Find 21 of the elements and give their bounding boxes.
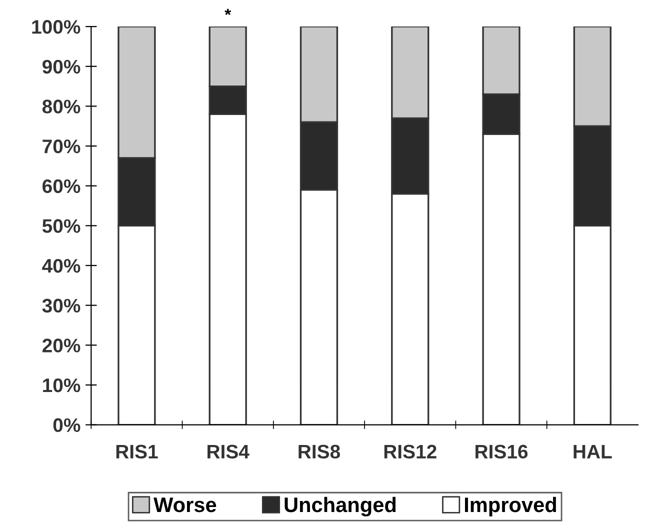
y-tick-label: 100% bbox=[32, 20, 80, 34]
y-tick-label: 20% bbox=[42, 338, 80, 352]
y-tick-label: 0% bbox=[53, 418, 80, 432]
x-tick-label: RIS1 bbox=[116, 444, 158, 459]
legend-label: Worse bbox=[154, 498, 216, 512]
x-tick-label: RIS16 bbox=[476, 444, 528, 459]
x-tick-label: RIS4 bbox=[208, 444, 250, 459]
y-tick-label: 50% bbox=[42, 219, 80, 233]
legend-label: Improved bbox=[464, 496, 556, 516]
y-tick-label: 60% bbox=[42, 179, 80, 194]
y-tick-label: 70% bbox=[42, 139, 80, 154]
y-tick-label: 90% bbox=[42, 60, 80, 74]
annotation: * bbox=[224, 8, 232, 16]
legend-label: Unchanged bbox=[284, 496, 396, 516]
y-tick-label: 30% bbox=[42, 298, 80, 313]
x-tick-label: RIS8 bbox=[298, 444, 340, 459]
x-tick-label: HAL bbox=[574, 444, 612, 458]
x-tick-label: RIS12 bbox=[384, 444, 436, 459]
y-tick-label: 10% bbox=[43, 378, 80, 392]
y-tick-label: 40% bbox=[42, 258, 80, 273]
y-tick-label: 80% bbox=[42, 100, 80, 114]
